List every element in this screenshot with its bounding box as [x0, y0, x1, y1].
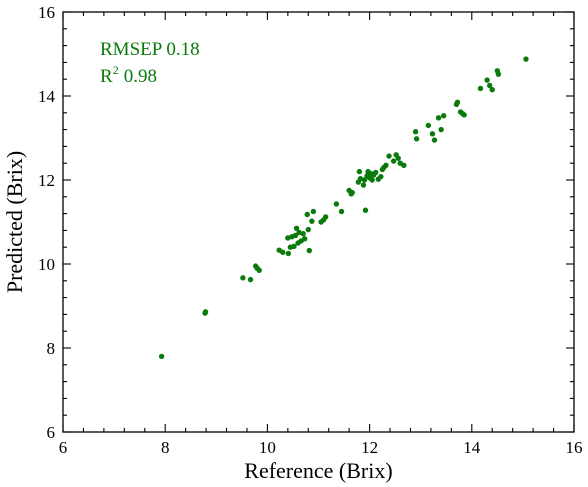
data-point — [360, 182, 367, 188]
data-point — [461, 112, 467, 118]
y-tick-label: 16 — [38, 3, 55, 22]
data-point — [280, 249, 286, 255]
data-point — [333, 201, 340, 207]
y-axis-title: Predicted (Brix) — [2, 151, 27, 293]
data-point — [291, 243, 297, 250]
data-point — [296, 229, 302, 236]
tick-labels: 6 8 10 12 14 16 6 8 10 12 14 16 — [38, 3, 583, 457]
data-point — [292, 232, 299, 239]
r-squared-value: 0.98 — [124, 66, 157, 87]
data-point — [293, 225, 300, 231]
data-point — [256, 267, 262, 273]
plot-frame — [62, 11, 575, 433]
data-point — [362, 207, 369, 213]
data-point — [386, 153, 392, 159]
y-tick-label: 6 — [47, 423, 56, 442]
x-axis-title: Reference (Brix) — [244, 458, 392, 483]
x-tick-label: 16 — [566, 438, 583, 457]
x-tick-label: 12 — [361, 438, 378, 457]
data-point — [361, 177, 368, 183]
data-point — [349, 189, 355, 196]
x-tick-label: 6 — [59, 438, 68, 457]
data-point — [373, 169, 379, 176]
data-point — [440, 113, 447, 119]
data-point — [158, 353, 165, 360]
data-point — [431, 137, 438, 143]
data-point — [390, 158, 397, 164]
data-point — [338, 208, 345, 215]
data-point — [305, 226, 311, 233]
data-point — [202, 309, 209, 315]
data-point — [378, 173, 384, 180]
data-point — [285, 235, 291, 241]
data-point — [484, 77, 490, 83]
rmsep-annotation: RMSEP 0.18 — [100, 39, 200, 60]
data-point — [356, 168, 363, 175]
data-point — [429, 131, 436, 137]
data-point — [300, 231, 306, 237]
data-point — [435, 115, 442, 121]
data-point — [413, 136, 420, 142]
x-tick-label: 8 — [161, 438, 170, 457]
data-point — [285, 250, 292, 257]
data-point — [306, 247, 312, 254]
data-point — [489, 87, 495, 93]
data-point — [240, 275, 246, 281]
data-point — [369, 177, 375, 183]
r-squared-symbol: R — [100, 66, 113, 87]
data-point — [395, 155, 401, 161]
r-squared-annotation: R2 0.98 — [100, 63, 157, 87]
data-point — [310, 208, 317, 215]
data-points — [158, 56, 529, 360]
y-tick-label: 8 — [47, 339, 56, 358]
data-point — [425, 122, 432, 129]
y-tick-label: 12 — [38, 171, 55, 190]
x-tick-label: 14 — [463, 438, 481, 457]
data-point — [438, 126, 444, 133]
data-point — [357, 176, 364, 182]
data-point — [302, 236, 308, 242]
data-point — [495, 71, 502, 77]
data-point — [322, 214, 329, 220]
y-tick-label: 14 — [38, 87, 56, 106]
data-point — [477, 85, 484, 92]
y-tick-label: 10 — [38, 255, 55, 274]
x-tick-label: 10 — [259, 438, 276, 457]
data-point — [304, 211, 310, 218]
data-point — [309, 218, 315, 224]
data-point — [401, 162, 407, 168]
r-squared-superscript: 2 — [113, 63, 119, 77]
data-point — [486, 82, 493, 89]
data-point — [247, 276, 254, 283]
data-point — [523, 56, 529, 62]
data-point — [383, 162, 389, 168]
data-point — [412, 129, 419, 135]
data-point — [454, 99, 461, 106]
